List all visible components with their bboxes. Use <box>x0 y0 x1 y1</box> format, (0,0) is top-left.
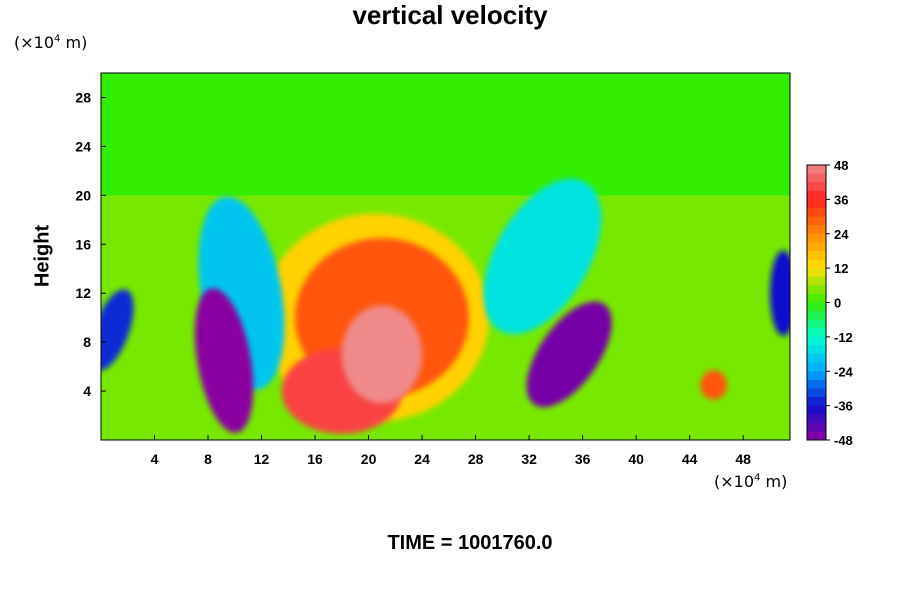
colorbar-band <box>807 233 826 243</box>
colorbar-tick-label: 24 <box>834 227 849 242</box>
colorbar-tick-label: -24 <box>834 364 854 379</box>
x-tick-label: 48 <box>735 451 751 467</box>
feature-downdraft-right-edge <box>769 250 790 337</box>
colorbar-band <box>807 336 826 346</box>
colorbar-band <box>807 388 826 398</box>
colorbar-band <box>807 345 826 355</box>
colorbar-band <box>807 319 826 329</box>
colorbar-band <box>807 354 826 364</box>
chart-title: vertical velocity <box>352 0 548 30</box>
feature-downdraft-east <box>526 301 612 408</box>
colorbar-band <box>807 293 826 303</box>
y-tick-label: 4 <box>83 383 91 399</box>
colorbar-band <box>807 371 826 381</box>
colorbar-band <box>807 165 826 175</box>
colorbar: 48 36 24 12 0 -12 -24 -36 -48 <box>806 158 854 448</box>
x-tick-label: 32 <box>521 451 537 467</box>
colorbar-band <box>807 405 826 415</box>
colorbar-band <box>807 207 826 218</box>
x-tick-label: 12 <box>254 451 270 467</box>
x-tick-label: 8 <box>204 451 212 467</box>
colorbar-band <box>807 328 826 338</box>
plot-frame <box>100 72 791 441</box>
colorbar-band <box>807 397 826 407</box>
colorbar-band <box>807 431 826 441</box>
x-tick-label: 36 <box>575 451 591 467</box>
feature-cyan-band-east <box>483 178 602 335</box>
colorbar-band <box>807 302 826 312</box>
x-tick-label: 24 <box>414 451 430 467</box>
y-tick-label: 20 <box>75 187 91 203</box>
colorbar-band <box>807 190 826 200</box>
x-tick-label: 40 <box>628 451 644 467</box>
colorbar-band <box>807 225 826 235</box>
y-tick-label: 8 <box>83 334 91 350</box>
colorbar-tick-label: 12 <box>834 261 848 276</box>
y-tick-label: 12 <box>75 285 91 301</box>
colorbar-band <box>807 182 826 192</box>
colorbar-tick-label: -48 <box>834 433 853 448</box>
colorbar-band <box>807 216 826 226</box>
colorbar-band <box>807 422 826 432</box>
y-tick-label: 24 <box>75 138 91 154</box>
y-unit-label: (×104 m) <box>14 33 88 52</box>
x-tick-label: 28 <box>468 451 484 467</box>
colorbar-band <box>807 285 826 295</box>
feature-downdraft-left-edge <box>101 289 134 371</box>
colorbar-band <box>807 199 826 209</box>
colorbar-tick-label: 0 <box>834 296 841 311</box>
colorbar-band <box>807 242 826 252</box>
colorbar-band <box>807 379 826 389</box>
y-tick-label: 16 <box>75 236 91 252</box>
x-tick-label: 16 <box>307 451 323 467</box>
x-tick-label: 4 <box>151 451 159 467</box>
feature-updraft-core <box>341 305 423 404</box>
colorbar-tick-label: 48 <box>834 158 848 173</box>
colorbar-band <box>807 250 826 261</box>
colorbar-band <box>807 268 826 278</box>
colorbar-tick-label: -36 <box>834 399 853 414</box>
feature-downdraft-west <box>194 288 254 433</box>
x-unit-label: (×104 m) <box>714 472 788 491</box>
feature-updraft-small-east <box>700 370 728 400</box>
time-label: TIME = 1001760.0 <box>387 532 553 554</box>
x-tick-label: 44 <box>682 451 698 467</box>
x-tick-label: 20 <box>361 451 377 467</box>
colorbar-tick-label: -12 <box>834 330 853 345</box>
colorbar-band <box>807 414 826 424</box>
colorbar-band <box>807 173 826 183</box>
colorbar-tick-label: 36 <box>834 192 848 207</box>
y-tick-label: 28 <box>75 89 91 105</box>
colorbar-band <box>807 276 826 286</box>
colorbar-band <box>807 259 826 269</box>
colorbar-band <box>807 311 826 321</box>
plot-area <box>101 73 790 440</box>
colorbar-band <box>807 362 826 372</box>
